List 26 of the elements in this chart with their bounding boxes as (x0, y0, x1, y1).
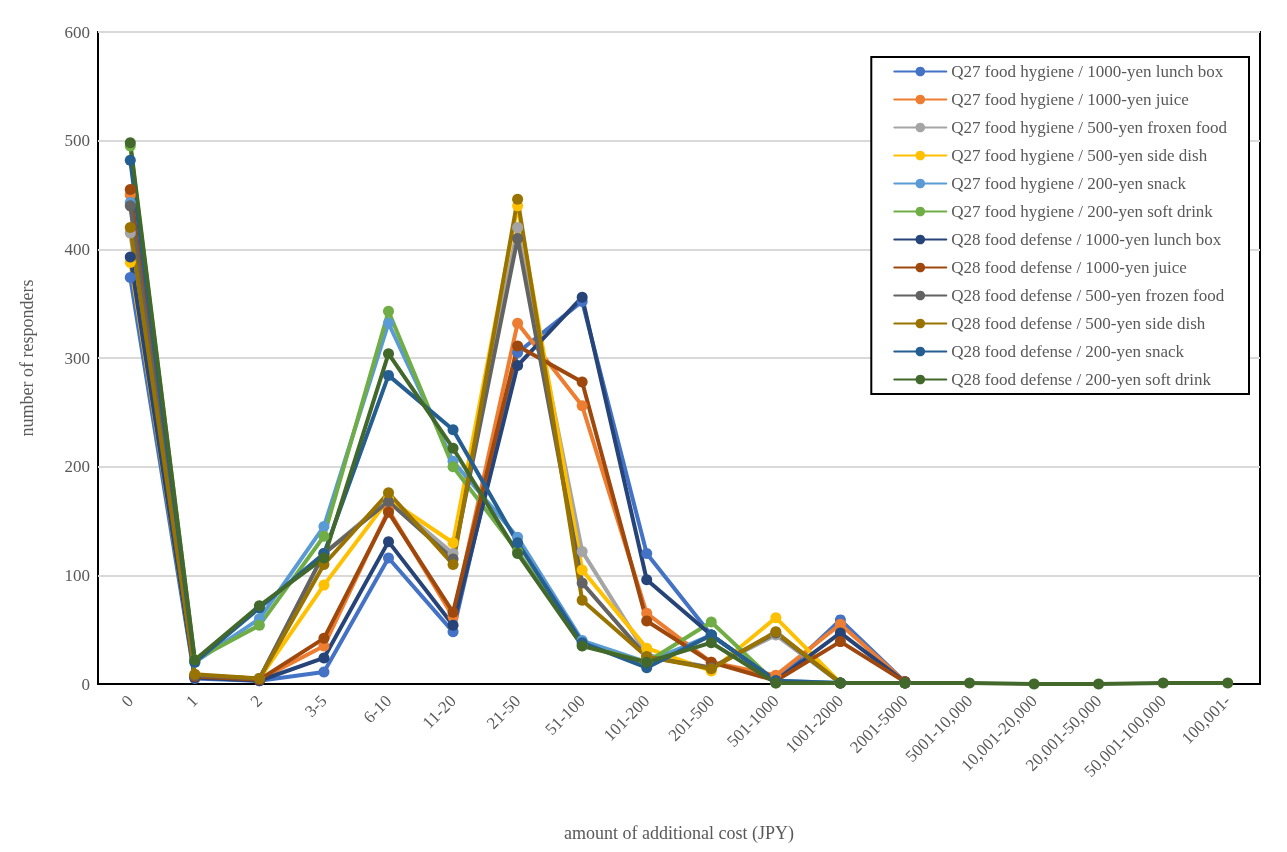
legend-label: Q28 food defense / 200-yen snack (951, 342, 1185, 361)
x-tick-label: 2 (246, 691, 267, 711)
legend-label: Q27 food hygiene / 1000-yen lunch box (951, 62, 1224, 81)
y-tick-label: 600 (64, 22, 90, 42)
legend-label: Q28 food defense / 1000-yen lunch box (951, 230, 1222, 249)
legend-label: Q28 food defense / 1000-yen juice (951, 258, 1187, 277)
y-tick-label: 200 (64, 457, 90, 477)
x-tick-label: 3-5 (301, 691, 331, 721)
y-tick-label: 300 (64, 348, 90, 368)
y-tick-label: 0 (81, 674, 90, 694)
y-tick-label: 500 (64, 131, 90, 151)
y-tick-label: 100 (64, 565, 90, 585)
legend-label: Q27 food hygiene / 200-yen soft drink (951, 202, 1214, 221)
x-tick-label: 6-10 (359, 691, 396, 727)
legend-label: Q28 food defense / 500-yen frozen food (951, 286, 1225, 305)
y-tick-label: 400 (64, 239, 90, 259)
legend-label: Q27 food hygiene / 500-yen froxen food (951, 118, 1228, 137)
legend-label: Q28 food defense / 500-yen side dish (951, 314, 1206, 333)
x-axis-title: amount of additional cost (JPY) (564, 823, 794, 844)
legend-label: Q28 food defense / 200-yen soft drink (951, 370, 1212, 389)
y-axis-title: number of responders (17, 279, 37, 437)
x-tick-label: 0 (117, 691, 137, 711)
legend-label: Q27 food hygiene / 1000-yen juice (951, 90, 1189, 109)
legend-label: Q27 food hygiene / 500-yen side dish (951, 146, 1208, 165)
legend-label: Q27 food hygiene / 200-yen snack (951, 174, 1187, 193)
x-tick-label: 1 (182, 691, 202, 711)
